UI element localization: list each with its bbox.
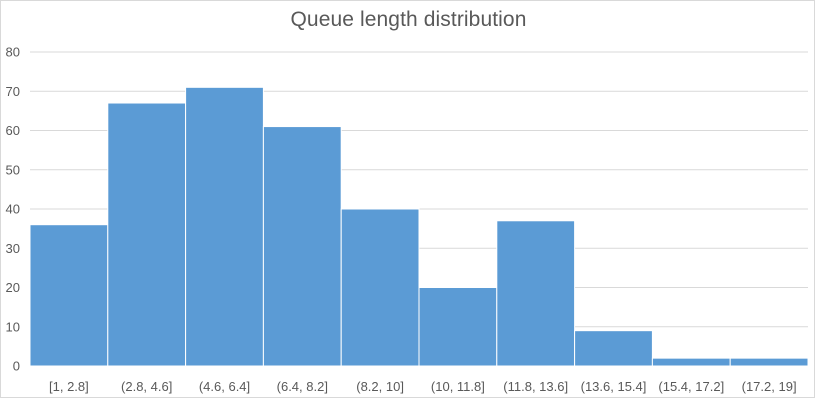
bar-4 <box>262 126 342 367</box>
bar-2 <box>107 102 187 367</box>
y-tick-label: 0 <box>13 359 20 374</box>
bar-10 <box>729 357 809 367</box>
bar-7 <box>496 220 576 367</box>
x-tick-label: [1, 2.8] <box>49 379 89 394</box>
y-tick-label: 30 <box>6 241 20 256</box>
y-axis-ticks: 0 10 20 30 40 50 60 70 80 <box>6 45 20 374</box>
x-tick-label: (2.8, 4.6] <box>121 379 172 394</box>
y-tick-label: 60 <box>6 123 20 138</box>
x-tick-label: (10, 11.8] <box>431 379 485 394</box>
x-tick-label: (11.8, 13.6] <box>503 379 568 394</box>
bar-6 <box>418 287 498 367</box>
x-tick-label: (17.2, 19] <box>742 379 797 394</box>
bar-5 <box>340 208 420 367</box>
bar-1 <box>29 224 109 367</box>
x-tick-label: (8.2, 10] <box>356 379 404 394</box>
y-tick-label: 40 <box>6 202 20 217</box>
x-tick-label: (4.6, 6.4] <box>199 379 250 394</box>
bar-3 <box>185 86 264 367</box>
bars <box>29 86 809 367</box>
x-axis-ticks: [1, 2.8] (2.8, 4.6] (4.6, 6.4] (6.4, 8.2] (8… <box>49 379 797 394</box>
chart-title: Queue length distribution <box>290 8 527 31</box>
x-tick-label: (6.4, 8.2] <box>277 379 328 394</box>
bar-8 <box>574 330 653 367</box>
y-tick-label: 70 <box>6 84 20 99</box>
y-tick-label: 50 <box>6 162 20 177</box>
x-tick-label: (15.4, 17.2] <box>658 379 724 394</box>
bar-9 <box>651 357 731 367</box>
y-tick-label: 80 <box>6 45 20 60</box>
x-tick-label: (13.6, 15.4] <box>581 379 647 394</box>
y-tick-label: 10 <box>6 319 20 334</box>
y-tick-label: 20 <box>6 280 20 295</box>
